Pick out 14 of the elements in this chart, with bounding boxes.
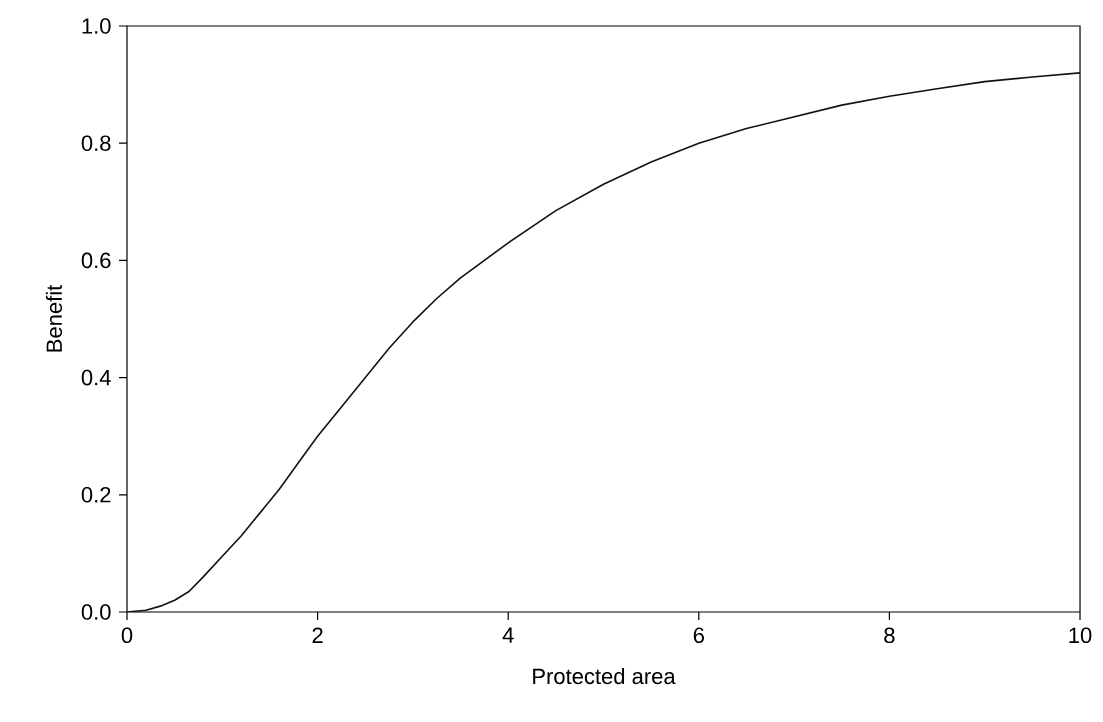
x-tick-label: 0 (121, 627, 133, 644)
y-tick-label: 0.0 (81, 604, 111, 620)
x-tick-label: 4 (502, 627, 514, 643)
y-tick-label: 0.6 (81, 252, 111, 269)
y-tick-label: 1.0 (82, 18, 111, 34)
y-tick-label: 0.8 (81, 135, 111, 151)
x-axis-title: Protected area (533, 667, 676, 685)
x-tick-label: 2 (312, 627, 323, 643)
y-tick-label: 0.4 (81, 369, 111, 386)
x-tick-label: 8 (884, 627, 895, 644)
y-axis-title: Benefit (45, 284, 63, 352)
x-tick-label: 6 (693, 627, 704, 644)
y-tick-label: 0.2 (81, 487, 111, 503)
x-tick-label: 10 (1069, 627, 1092, 644)
